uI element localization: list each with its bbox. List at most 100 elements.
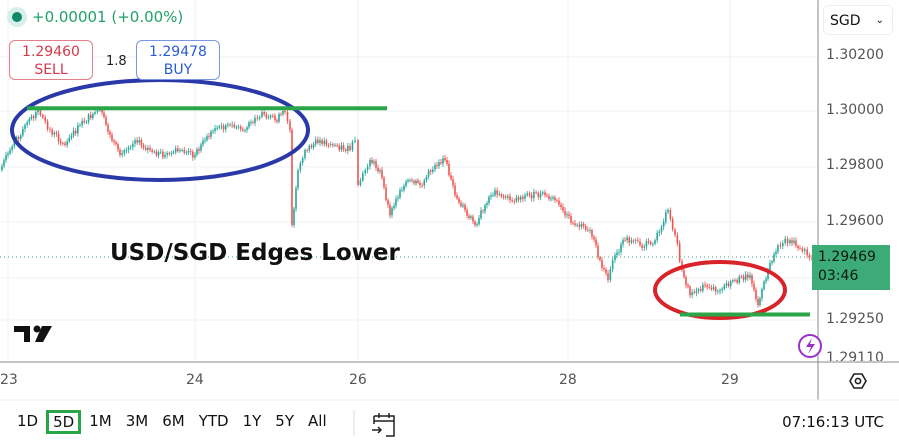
candle-body [645,241,648,247]
candle-body [729,281,732,286]
candle-body [85,121,88,123]
range-ytd[interactable]: YTD [198,412,229,430]
candle-body [101,109,103,113]
candle-body [17,137,20,140]
candle-body [407,180,409,182]
candle-body [304,150,306,159]
candle-body [637,240,639,242]
candle-body [667,210,669,213]
candle-body [115,141,117,145]
candle-body [742,276,745,280]
candle-body [144,147,147,150]
candle-body [280,113,282,115]
candle-body [379,170,381,172]
candle-body [761,288,763,299]
y-tick: 1.30200 [826,47,884,63]
candle-body [486,203,488,206]
candle-body [626,237,628,241]
candle-body [142,145,145,148]
candle-body [278,113,280,122]
candle-body [630,240,633,243]
candle-body [458,198,460,203]
candle-body [801,248,804,252]
range-1m[interactable]: 1M [89,412,112,430]
candle-body [504,196,507,198]
candle-body [490,195,492,197]
sell-button[interactable]: 1.29460 SELL [9,40,93,80]
candle-body [233,124,236,128]
candle-body [87,114,90,122]
candle-body [81,120,83,126]
candle-body [134,140,136,144]
candle-body [704,284,706,286]
candle-body [511,200,513,202]
candle-body [784,238,786,244]
candle-body [599,257,601,261]
range-6m[interactable]: 6M [162,412,185,430]
currency-select[interactable]: SGD ⌄ [823,5,893,35]
settings-icon[interactable] [849,373,867,389]
range-5d[interactable]: 5D [46,410,82,434]
candle-body [359,180,362,185]
candle-body [24,125,26,129]
candle-body [132,143,134,148]
candle-body [222,125,225,130]
candle-body [541,192,544,194]
candle-body [79,125,81,126]
candle-body [393,205,395,209]
utc-clock[interactable]: 07:16:13 UTC [782,413,884,431]
candle-body [206,136,208,141]
lightning-icon[interactable] [798,334,822,358]
calendar-goto-icon[interactable] [372,413,395,437]
candle-body [528,193,531,196]
candle-body [474,221,476,226]
candle-body [117,144,119,150]
x-tick: 26 [349,372,367,388]
candle-body [155,151,158,156]
candle-body [364,169,366,174]
candle-body [656,232,658,241]
buy-button[interactable]: 1.29478 BUY [136,40,220,80]
candle-body [535,191,537,193]
candle-body [138,140,141,143]
candle-body [417,180,419,183]
y-tick: 1.30000 [826,102,884,118]
range-1y[interactable]: 1Y [242,412,262,430]
price-change: +0.00001 (+0.00%) [32,8,184,26]
candle-body [208,136,210,137]
candle-body [153,151,156,153]
candle-body [59,141,62,144]
range-all[interactable]: All [308,412,327,430]
range-3m[interactable]: 3M [125,412,149,430]
candle-body [231,124,233,126]
candle-body [421,184,423,186]
range-1d[interactable]: 1D [17,412,39,430]
candle-body [658,231,661,233]
candle-body [373,161,375,164]
candle-body [763,281,765,289]
candle-body [554,197,556,201]
candle-body [472,216,474,222]
candle-body [375,161,377,168]
candle-body [220,125,223,127]
candle-body [693,292,696,294]
candle-body [427,170,430,177]
candle-body [480,210,482,219]
candle-body [476,224,478,226]
candle-body [49,129,51,130]
candle-body [83,120,86,123]
candle-body [517,197,520,200]
candle-body [452,179,454,186]
candle-body [611,260,614,270]
candle-body [70,135,73,138]
candle-body [166,153,168,155]
candle-body [103,112,105,118]
candle-body [515,197,518,202]
range-5y[interactable]: 5Y [275,412,295,430]
candle-body [32,116,35,118]
candle-body [66,141,68,146]
candle-body [757,299,759,306]
candle-body [564,210,566,216]
candle-body [454,185,456,196]
